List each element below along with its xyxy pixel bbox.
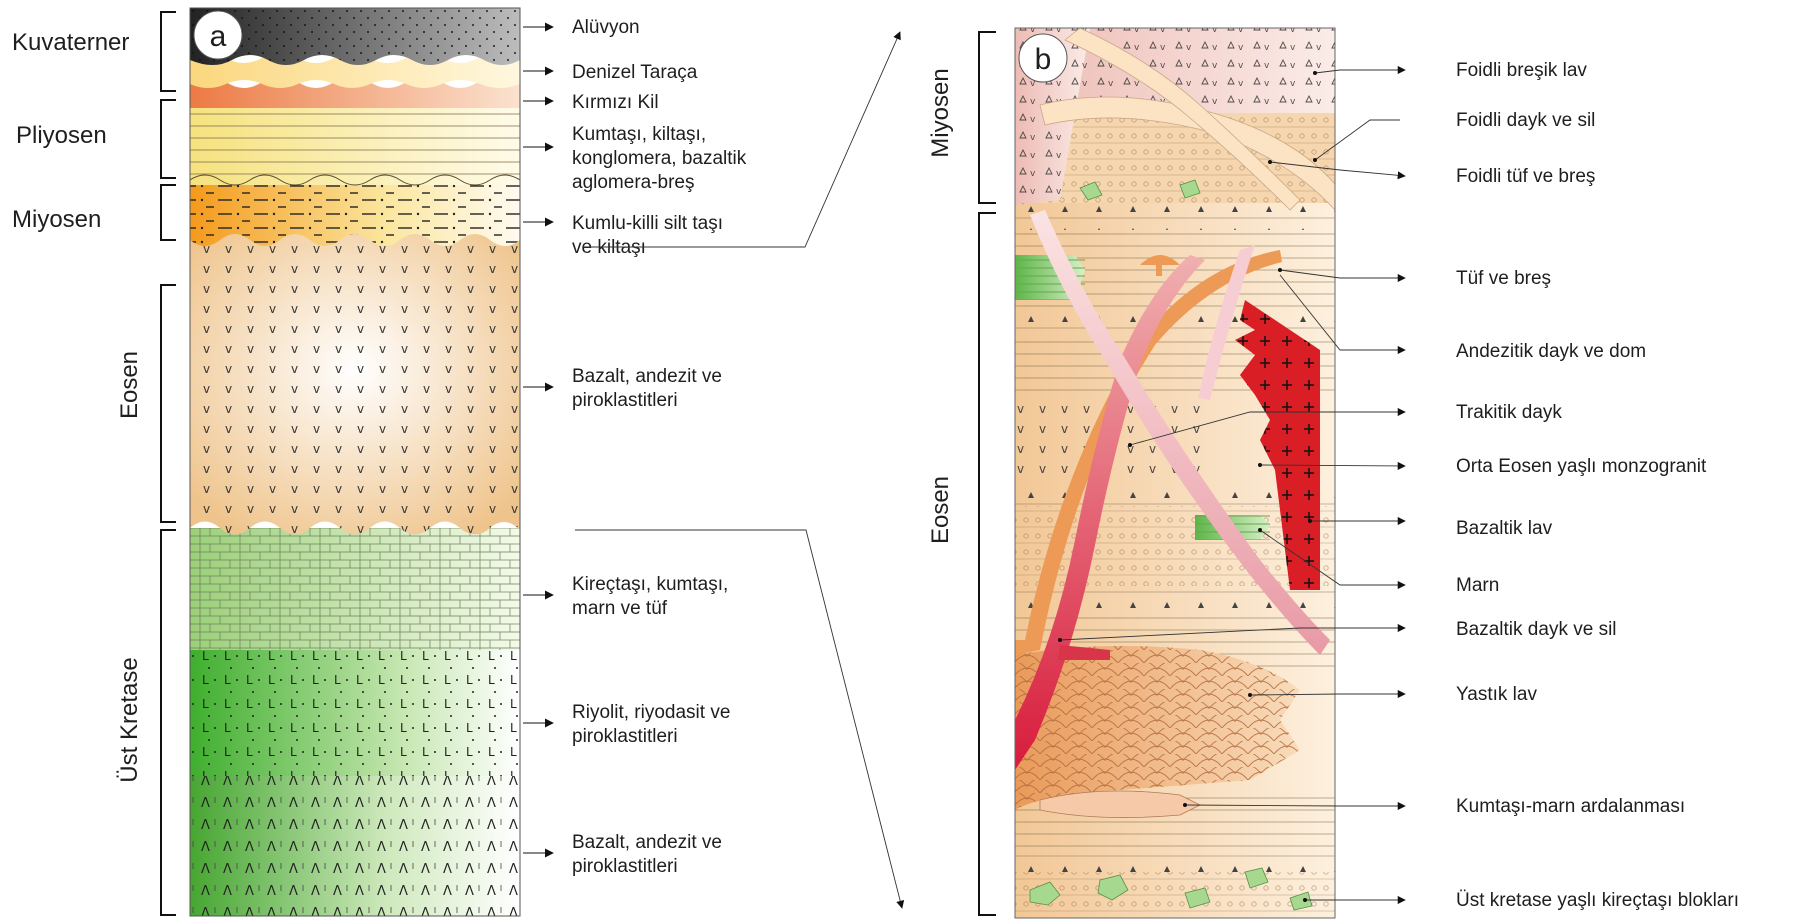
unit-a-eocene: Bazalt, andezit ve piroklastitleri xyxy=(572,366,727,411)
panel-a-badge: a xyxy=(193,10,243,60)
layer-b-sandstone-marl xyxy=(1039,790,1201,818)
era-label-a-4: Üst Kretase xyxy=(116,657,143,782)
unit-labels-b: Foidli breşik lav Foidli dayk ve sil Foi… xyxy=(1456,60,1739,911)
layer-b-foid-dyke xyxy=(1039,96,1335,211)
unit-a-alluvium: Alüvyon xyxy=(572,17,640,38)
era-label-b-0: Miyosen xyxy=(927,68,954,157)
panel-connectors xyxy=(575,31,905,909)
unit-a-basalt: Bazalt, andezit ve piroklastitleri xyxy=(572,832,727,877)
era-brackets-a xyxy=(160,11,176,916)
era-labels-b: Miyosen Eosen xyxy=(927,68,954,544)
unit-b-0: Foidli breşik lav xyxy=(1456,60,1587,81)
era-labels-a: Kuvaterner Pliyosen Miyosen Eosen Üst Kr… xyxy=(12,29,143,783)
unit-b-10: Yastık lav xyxy=(1456,684,1537,705)
era-label-a-1: Pliyosen xyxy=(16,122,107,149)
layer-b-limestone-blocks xyxy=(1029,179,1313,911)
unit-b-1: Foidli dayk ve sil xyxy=(1456,110,1595,131)
unit-a-pliocene: Kumtaşı, kiltaşı, konglomera, bazaltik a… xyxy=(572,124,752,193)
unit-b-6: Orta Eosen yaşlı monzogranit xyxy=(1456,456,1707,477)
svg-text:b: b xyxy=(1035,43,1052,76)
column-a xyxy=(189,7,521,917)
unit-legend-b xyxy=(1059,65,1406,905)
unit-a-miocene: Kumlu-killi silt taşı ve kiltaşı xyxy=(572,213,728,258)
era-brackets-b xyxy=(978,31,996,916)
unit-legend-a: Alüvyon Denizel Taraça Kırmızı Kil Kumta… xyxy=(523,17,752,877)
era-label-b-1: Eosen xyxy=(927,476,954,544)
column-b xyxy=(1014,27,1336,919)
unit-a-rhyolite: Riyolit, riyodasit ve piroklastitleri xyxy=(572,702,736,747)
unit-a-red-clay: Kırmızı Kil xyxy=(572,92,659,113)
unit-b-11: Kumtaşı-marn ardalanması xyxy=(1456,796,1685,817)
era-label-a-3: Eosen xyxy=(116,351,143,419)
unit-b-3: Tüf ve breş xyxy=(1456,268,1551,289)
unit-b-7: Bazaltik lav xyxy=(1456,518,1553,539)
unit-b-8: Marn xyxy=(1456,575,1499,596)
unit-legend-b-dots xyxy=(1058,71,1317,902)
unit-b-12: Üst kretase yaşlı kireçtaşı blokları xyxy=(1456,890,1739,911)
unit-b-2: Foidli tüf ve breş xyxy=(1456,166,1595,187)
svg-text:a: a xyxy=(210,20,227,53)
era-label-a-0: Kuvaterner xyxy=(12,29,129,56)
unit-b-5: Trakitik dayk xyxy=(1456,402,1562,423)
unit-b-4: Andezitik dayk ve dom xyxy=(1456,341,1646,362)
layer-b-trachytic-dyke xyxy=(1030,210,1330,655)
unit-b-9: Bazaltik dayk ve sil xyxy=(1456,619,1617,640)
unit-a-limestone: Kireçtaşı, kumtaşı, marn ve tüf xyxy=(572,574,734,619)
era-label-a-2: Miyosen xyxy=(12,206,101,233)
layer-b-basaltic-dyke xyxy=(1015,255,1205,770)
unit-a-terrace: Denizel Taraça xyxy=(572,62,698,83)
panel-b-badge: b xyxy=(1018,33,1068,83)
